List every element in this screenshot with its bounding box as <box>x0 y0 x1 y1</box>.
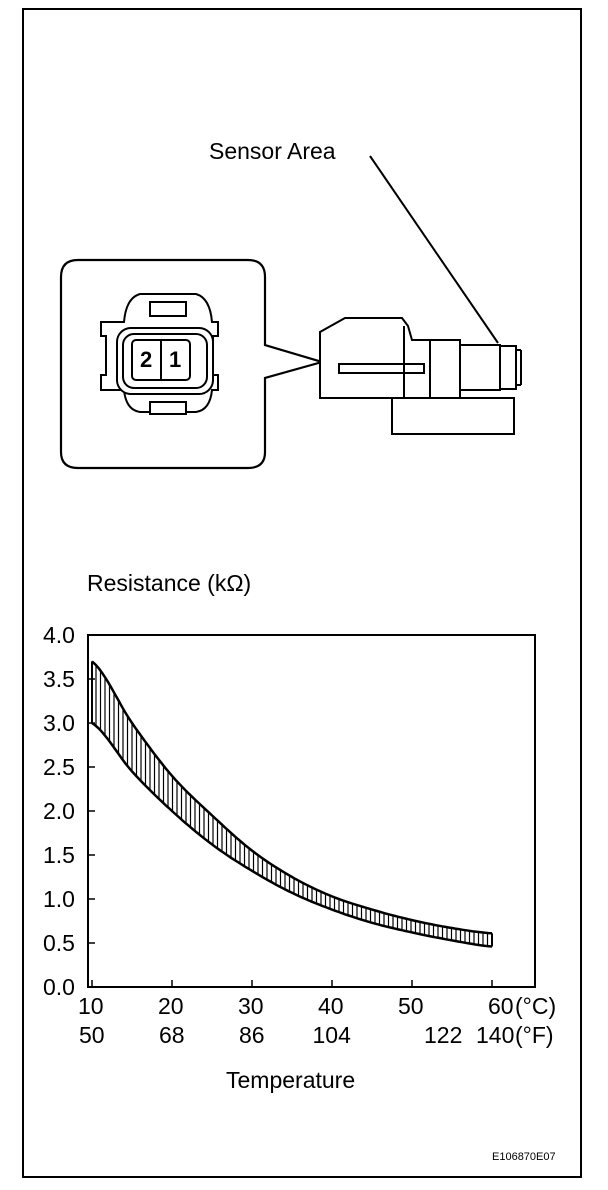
connector-face <box>100 293 219 415</box>
x-unit-celsius: (°C) <box>515 993 557 1019</box>
x-tick-label-celsius: 50 <box>398 993 424 1019</box>
x-tick-label-celsius: 60 <box>488 993 514 1019</box>
x-tick-label-fahrenheit: 122 <box>424 1022 463 1048</box>
figure-frame <box>22 8 582 1178</box>
sensor-area-label: Sensor Area <box>209 138 336 164</box>
sensor-body <box>319 317 522 435</box>
series-upper-limit <box>91 660 493 935</box>
sensor-leader-line <box>369 155 499 344</box>
y-tick-label: 0.5 <box>43 930 75 956</box>
chart <box>87 634 536 988</box>
x-tick-label-fahrenheit: 86 <box>239 1022 265 1048</box>
y-tick-label: 1.0 <box>43 886 75 912</box>
pin-label-2: 2 <box>140 347 153 372</box>
y-tick-label: 1.5 <box>43 842 75 868</box>
x-tick-label-fahrenheit: 68 <box>159 1022 185 1048</box>
y-tick-marks <box>88 634 95 988</box>
y-tick-label: 3.5 <box>43 666 75 692</box>
y-tick-label: 2.0 <box>43 798 75 824</box>
x-axis-title: Temperature <box>226 1067 356 1093</box>
y-tick-label: 4.0 <box>43 622 75 648</box>
x-tick-label-fahrenheit: 50 <box>79 1022 105 1048</box>
x-tick-label-fahrenheit: 140 <box>476 1022 515 1048</box>
y-tick-label: 3.0 <box>43 710 75 736</box>
x-unit-fahrenheit: (°F) <box>515 1022 554 1048</box>
chart-title: Resistance (kΩ) <box>87 570 252 596</box>
pin-label-1: 1 <box>169 347 182 372</box>
resistance-band-hatch <box>95 665 489 947</box>
x-tick-label-celsius: 30 <box>238 993 264 1019</box>
x-tick-label-celsius: 20 <box>158 993 184 1019</box>
x-tick-label-celsius: 40 <box>318 993 344 1019</box>
plot-area <box>87 634 536 988</box>
x-tick-marks <box>91 980 493 987</box>
series-lower-limit <box>91 721 493 948</box>
y-tick-label: 0.0 <box>43 974 75 1000</box>
figure-code: E106870E07 <box>492 1151 556 1163</box>
x-tick-label-celsius: 10 <box>78 993 104 1019</box>
x-tick-label-fahrenheit: 104 <box>312 1022 351 1048</box>
y-tick-label: 2.5 <box>43 754 75 780</box>
